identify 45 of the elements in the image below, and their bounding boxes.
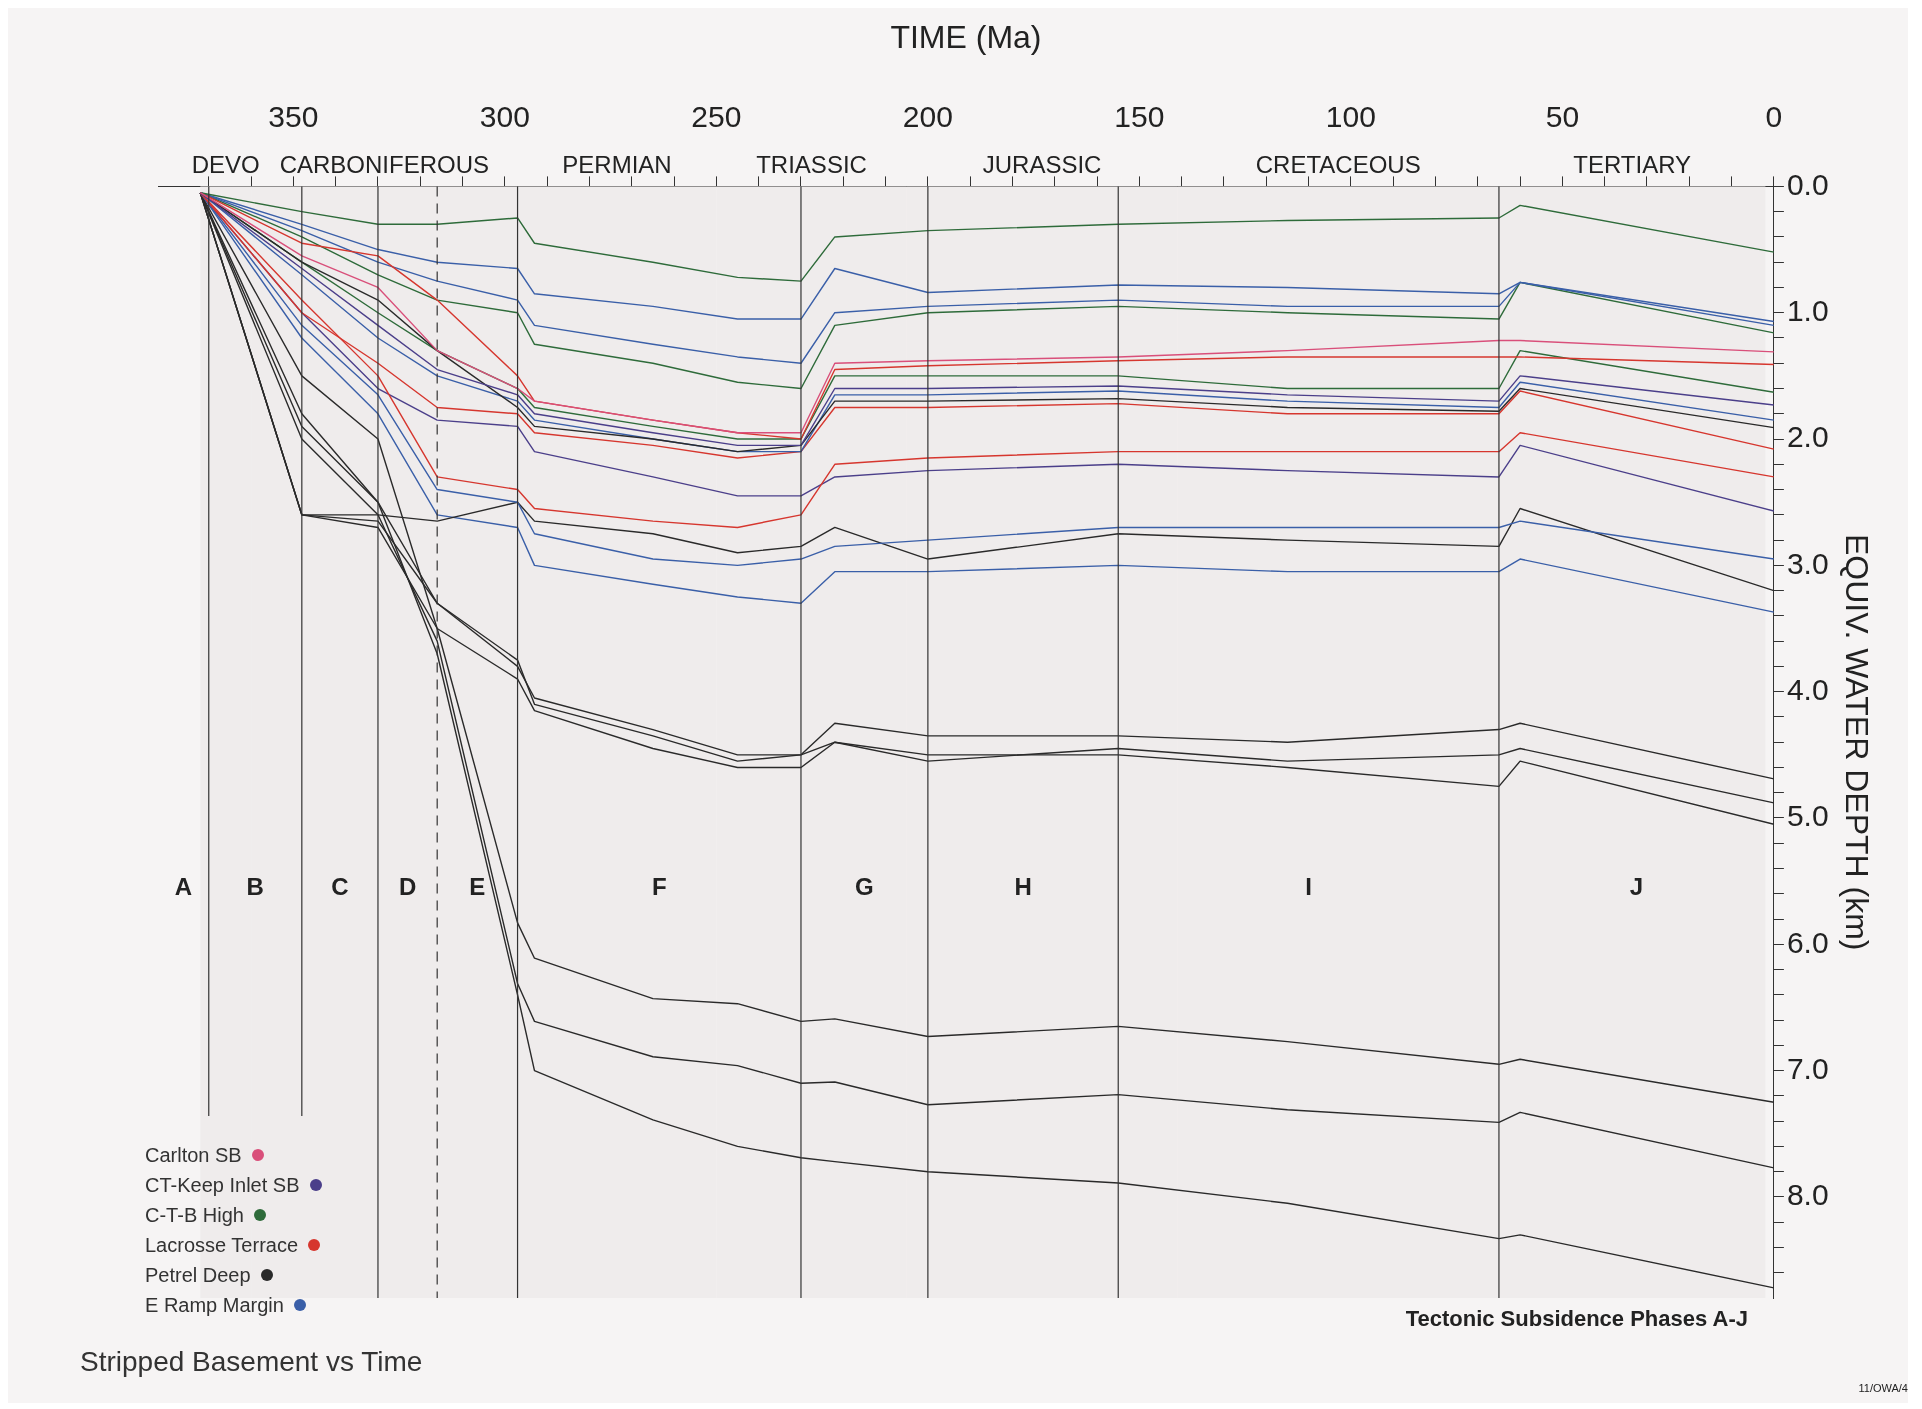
x-tick-label: 200 xyxy=(902,99,953,133)
band-label: TERTIARY xyxy=(1573,151,1692,179)
annotation: H xyxy=(1014,872,1032,901)
x-axis-title: TIME (Ma) xyxy=(890,19,1042,56)
legend-label: CT-Keep Inlet SB xyxy=(145,1173,300,1197)
text: Stripped Basement vs Time xyxy=(80,1346,423,1378)
annotation: I xyxy=(1305,872,1312,901)
x-tick-label: 150 xyxy=(1114,99,1165,133)
y-tick-label: 7.0 xyxy=(1786,1051,1829,1085)
band-label: CARBONIFEROUS xyxy=(279,151,489,179)
legend-label: Carlton SB xyxy=(145,1143,242,1167)
x-tick-label: 300 xyxy=(479,99,530,133)
band-label: DEVO xyxy=(191,151,260,179)
y-axis-title: EQUIV. WATER DEPTH (km) xyxy=(1838,533,1875,951)
annotation: E xyxy=(469,872,486,901)
band-label: CRETACEOUS xyxy=(1255,151,1421,179)
y-tick-label: 5.0 xyxy=(1786,799,1829,833)
legend-label: E Ramp Margin xyxy=(145,1293,284,1317)
text: Tectonic Subsidence Phases A-J xyxy=(1405,1306,1748,1332)
y-tick-label: 6.0 xyxy=(1786,925,1829,959)
annotation: G xyxy=(855,872,874,901)
annotation: C xyxy=(331,872,349,901)
annotation: D xyxy=(398,872,417,901)
annotation: J xyxy=(1629,872,1644,901)
legend-label: Lacrosse Terrace xyxy=(145,1233,299,1257)
y-tick-label: 4.0 xyxy=(1786,672,1829,706)
x-tick-label: 100 xyxy=(1325,99,1376,133)
y-tick-label: 8.0 xyxy=(1786,1178,1829,1212)
band-label: JURASSIC xyxy=(982,151,1102,179)
x-tick-label: 350 xyxy=(268,99,319,133)
y-tick-label: 3.0 xyxy=(1786,546,1829,580)
band-label: TRIASSIC xyxy=(756,151,867,179)
annotation: B xyxy=(246,872,264,901)
band-label: PERMIAN xyxy=(562,151,672,179)
legend-label: C-T-B High xyxy=(145,1203,244,1227)
x-tick-label: 0 xyxy=(1765,99,1783,133)
y-tick-label: 0.0 xyxy=(1786,167,1829,201)
annotation: A xyxy=(174,872,193,901)
y-tick-label: 1.0 xyxy=(1786,293,1829,327)
annotation: F xyxy=(651,872,667,901)
text: 11/OWA/4 xyxy=(1858,1382,1908,1394)
y-tick-label: 2.0 xyxy=(1786,420,1829,454)
x-tick-label: 250 xyxy=(691,99,742,133)
legend-label: Petrel Deep xyxy=(145,1263,251,1287)
x-tick-label: 50 xyxy=(1545,99,1580,133)
